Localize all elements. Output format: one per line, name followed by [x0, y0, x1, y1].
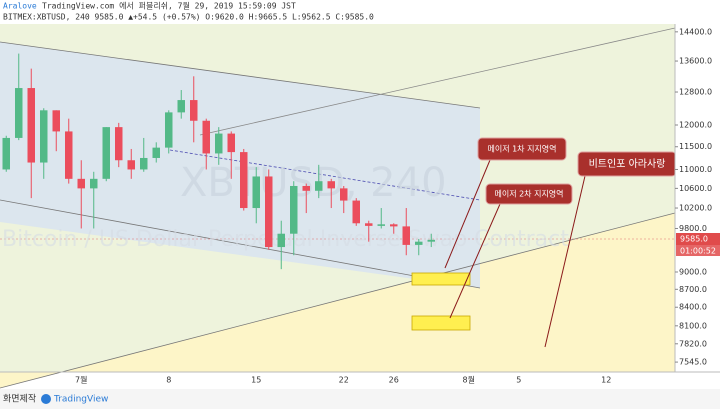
trend-line: [0, 212, 676, 389]
price-badge: [676, 233, 720, 245]
y-tick-label: 8100.0: [679, 321, 707, 330]
candle-body: [377, 224, 385, 226]
candle-body: [90, 178, 98, 189]
x-tick-label: 22: [339, 376, 349, 385]
x-tick-label: 8월: [463, 375, 475, 385]
y-tick-label: 11000.0: [679, 165, 712, 174]
x-tick-label: 26: [389, 376, 399, 385]
watermark-description: Bitcoin / US Dollar Perpetual Inverse Sw…: [2, 227, 569, 252]
candle-body: [140, 157, 148, 170]
symbol-line: BITMEX:XBTUSD, 240 9585.0 ▲+54.5 (+0.57%…: [3, 13, 374, 22]
candle-body: [252, 176, 260, 209]
candle-body: [227, 133, 235, 153]
candle-body: [40, 110, 48, 163]
footer-brand: TradingView: [53, 395, 108, 405]
callout-text: 메이저 2차 지지영역: [494, 189, 563, 199]
y-tick-label: 12800.0: [679, 88, 712, 97]
x-tick-label: 7월: [75, 375, 87, 385]
y-tick-label: 8400.0: [679, 303, 707, 312]
candle-body: [290, 185, 298, 234]
footer: [0, 389, 720, 409]
x-tick-label: 12: [601, 376, 611, 385]
candle-body: [427, 239, 435, 242]
footer-caption: 화면제작: [3, 394, 36, 405]
candle-body: [102, 127, 110, 179]
countdown-badge: [676, 245, 720, 256]
y-tick-label: 8700.0: [679, 285, 707, 294]
candle-body: [27, 88, 35, 163]
callout-text: 비트인포 아라사랑: [589, 158, 666, 170]
channel-upper: [0, 41, 481, 109]
dashed-line: [169, 149, 481, 201]
candle-body: [215, 133, 223, 154]
candle-body: [177, 100, 185, 113]
author: Aralove: [3, 2, 37, 11]
watermark-symbol: XBTUSD, 240: [180, 160, 447, 206]
candle-body: [415, 241, 423, 245]
callout: [485, 183, 573, 205]
price-label: 9585.0: [680, 235, 708, 244]
candle-body: [152, 147, 160, 158]
x-tick-label: 8: [166, 376, 171, 385]
y-tick-label: 9800.0: [679, 224, 707, 233]
plot-area: XBTUSD, 240 Bitcoin / US Dollar Perpetua…: [0, 24, 676, 389]
support-box: [411, 272, 471, 286]
countdown: 01:00:52: [680, 247, 716, 256]
candle-body: [390, 224, 398, 227]
channel-lower: [0, 199, 481, 289]
callout-line: [544, 175, 586, 348]
y-tick-label: 11500.0: [679, 142, 712, 151]
y-tick-label: 14400.0: [679, 27, 712, 36]
candle-body: [365, 223, 373, 226]
candle-body: [77, 178, 85, 189]
y-tick-label: 9000.0: [679, 267, 707, 276]
annotations: 메이저 1차 지지영역 메이저 2차 지지영역 비트인포 아라사랑: [444, 137, 677, 348]
y-tick-label: 13600.0: [679, 57, 712, 66]
candle-body: [190, 100, 198, 121]
y-tick-label: 10600.0: [679, 184, 712, 193]
candle-body: [65, 131, 73, 179]
callout-text: 메이저 1차 지지영역: [487, 144, 556, 154]
published: TradingView.com 에서 퍼블리쉬, 7월 29, 2019 15:…: [42, 1, 296, 11]
candle-body: [352, 200, 360, 224]
candles: [2, 53, 435, 270]
candle-body: [127, 160, 135, 170]
y-tick-label: 7545.0: [679, 358, 707, 367]
callout-line: [444, 159, 491, 269]
x-tick-label: 15: [251, 376, 261, 385]
candle-body: [165, 112, 173, 148]
candle-body: [402, 226, 410, 245]
x-tick-label: 5: [516, 376, 521, 385]
callout: [477, 137, 567, 161]
trend-line: [199, 27, 676, 136]
candle-body: [52, 110, 60, 132]
y-tick-label: 10200.0: [679, 204, 712, 213]
candle-body: [265, 176, 273, 248]
logo: [41, 394, 51, 404]
candle-body: [15, 88, 23, 138]
y-axis-panel: [675, 24, 720, 388]
candle-body: [340, 188, 348, 201]
candle-body: [277, 233, 285, 248]
y-tick-label: 7820.0: [679, 339, 707, 348]
support-box: [411, 315, 471, 331]
candle-body: [315, 181, 323, 191]
candle-body: [115, 127, 123, 161]
callout-line: [449, 203, 501, 319]
candle-body: [327, 181, 335, 189]
candle-body: [240, 152, 248, 209]
candle-body: [2, 137, 10, 170]
candle-body: [302, 185, 310, 191]
y-tick-label: 12000.0: [679, 120, 712, 129]
candle-body: [202, 120, 210, 154]
